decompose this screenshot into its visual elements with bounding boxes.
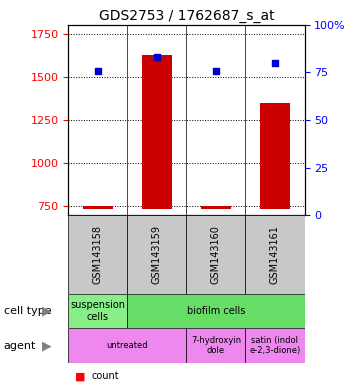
Point <box>95 68 100 74</box>
Text: agent: agent <box>4 341 36 351</box>
Text: untreated: untreated <box>106 341 148 350</box>
Point <box>272 60 278 66</box>
Text: GSM143158: GSM143158 <box>93 225 103 284</box>
Bar <box>187 215 245 294</box>
Point <box>154 54 160 60</box>
Bar <box>142 55 172 209</box>
Text: ■: ■ <box>75 371 86 381</box>
Point <box>213 68 219 74</box>
Bar <box>68 294 127 328</box>
Bar <box>127 294 304 328</box>
Bar <box>260 103 290 209</box>
Text: ▶: ▶ <box>42 305 52 318</box>
Bar <box>245 328 304 363</box>
Text: satin (indol
e-2,3-dione): satin (indol e-2,3-dione) <box>249 336 301 355</box>
Bar <box>187 328 245 363</box>
Text: ▶: ▶ <box>42 339 52 352</box>
Bar <box>83 207 113 209</box>
Bar <box>201 206 231 209</box>
Text: biofilm cells: biofilm cells <box>187 306 245 316</box>
Text: suspension
cells: suspension cells <box>70 300 125 322</box>
Text: count: count <box>91 371 119 381</box>
Bar <box>68 328 187 363</box>
Text: 7-hydroxyin
dole: 7-hydroxyin dole <box>191 336 241 355</box>
Bar <box>245 215 304 294</box>
Text: GSM143160: GSM143160 <box>211 225 221 284</box>
Bar <box>68 215 127 294</box>
Bar <box>127 215 186 294</box>
Text: GSM143161: GSM143161 <box>270 225 280 284</box>
Text: cell type: cell type <box>4 306 51 316</box>
Title: GDS2753 / 1762687_s_at: GDS2753 / 1762687_s_at <box>99 8 274 23</box>
Text: GSM143159: GSM143159 <box>152 225 162 284</box>
